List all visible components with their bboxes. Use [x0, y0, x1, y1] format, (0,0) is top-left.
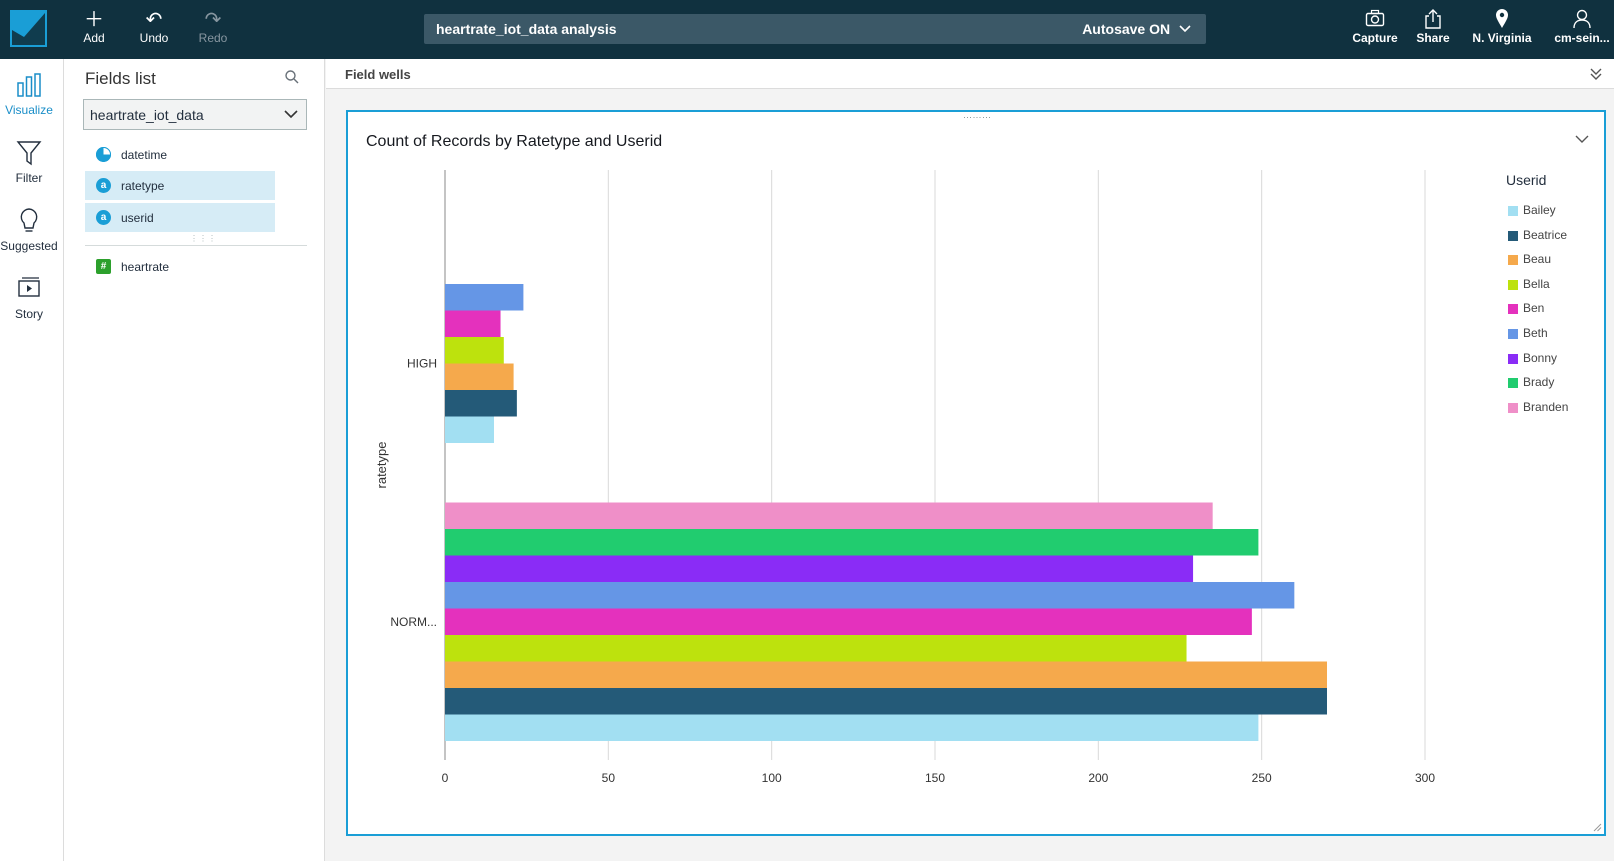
bar-ben-norm	[445, 608, 1252, 635]
bar-branden-norm	[445, 502, 1213, 529]
share-button[interactable]: Share	[1410, 9, 1456, 45]
legend-label: Bella	[1523, 276, 1550, 291]
legend-title: Userid	[1506, 172, 1547, 188]
fields-panel: Fields list heartrate_iot_data datetime …	[64, 59, 325, 861]
story-icon	[0, 275, 58, 307]
legend-swatch	[1508, 255, 1518, 266]
bar-beth-norm	[445, 582, 1295, 609]
dataset-select[interactable]: heartrate_iot_data	[83, 99, 307, 130]
undo-button[interactable]: ↶ Undo	[128, 9, 180, 45]
field-datetime[interactable]: datetime	[85, 140, 275, 169]
bar-chart-icon	[0, 71, 58, 103]
legend-label: Brady	[1523, 375, 1555, 390]
legend-label: Beau	[1523, 252, 1552, 267]
field-wells-bar[interactable]: Field wells	[326, 59, 1614, 89]
visual-card[interactable]: ⋯⋯⋯ Count of Records by Ratetype and Use…	[346, 110, 1606, 836]
legend-swatch	[1508, 353, 1518, 364]
resize-handle-icon[interactable]	[1592, 822, 1602, 832]
legend-label: Ben	[1523, 301, 1545, 316]
region-selector[interactable]: N. Virginia	[1472, 9, 1532, 45]
left-rail: Visualize Filter Suggested Story	[0, 59, 64, 861]
bar-bella-norm	[445, 635, 1187, 662]
bar-ben-high	[445, 310, 501, 337]
analysis-title[interactable]: heartrate_iot_data analysis	[436, 21, 617, 37]
legend-label: Bailey	[1523, 203, 1556, 217]
number-type-icon: #	[96, 259, 111, 274]
string-type-icon: a	[96, 178, 111, 193]
fields-list-title: Fields list	[85, 69, 156, 88]
bar-brady-norm	[445, 529, 1259, 556]
field-heartrate[interactable]: # heartrate	[85, 252, 275, 281]
bar-bailey-norm	[445, 714, 1259, 741]
legend-swatch	[1508, 206, 1518, 216]
drag-handle-icon[interactable]: ⋮⋮⋮	[190, 234, 217, 243]
x-tick-label: 250	[1252, 771, 1272, 785]
quicksight-logo[interactable]	[10, 10, 47, 47]
field-wells-label: Field wells	[345, 67, 411, 82]
lightbulb-icon	[0, 207, 58, 239]
x-tick-label: 0	[442, 771, 449, 785]
string-type-icon: a	[96, 210, 111, 225]
add-button[interactable]: ＋ Add	[68, 9, 120, 45]
legend-swatch	[1508, 378, 1518, 389]
visual-title: Count of Records by Ratetype and Userid	[366, 133, 663, 150]
legend-label: Bonny	[1523, 350, 1558, 365]
autosave-toggle[interactable]: Autosave ON	[1082, 21, 1192, 37]
x-tick-label: 50	[602, 771, 616, 785]
y-axis-label: ratetype	[374, 442, 389, 489]
user-menu[interactable]: cm-sein...	[1552, 9, 1612, 45]
redo-icon: ↷	[204, 9, 222, 31]
legend-swatch	[1508, 304, 1518, 315]
bar-bella-high	[445, 337, 504, 364]
bar-bailey-high	[445, 416, 494, 443]
clock-icon	[96, 147, 111, 162]
legend-label: Branden	[1523, 399, 1569, 414]
rail-item-filter[interactable]: Filter	[0, 139, 58, 185]
double-chevron-down-icon[interactable]	[1588, 66, 1604, 82]
dimension-measure-divider	[85, 245, 307, 246]
bar-chart: 0 50 100 150 200 250 300 ratetype HIGH NORM...	[374, 170, 1435, 785]
plus-icon: ＋	[84, 9, 104, 31]
x-tick-label: 100	[762, 771, 782, 785]
drag-handle-icon[interactable]: ⋯⋯⋯	[963, 112, 992, 122]
share-icon	[1410, 9, 1456, 31]
filter-icon	[0, 139, 58, 171]
rail-item-story[interactable]: Story	[0, 275, 58, 321]
y-tick-label: HIGH	[407, 357, 437, 371]
legend-label: Beatrice	[1523, 227, 1568, 242]
field-userid[interactable]: a userid	[85, 203, 275, 232]
rail-item-suggested[interactable]: Suggested	[0, 207, 58, 253]
legend-swatch	[1508, 402, 1518, 413]
bar-bonny-norm	[445, 555, 1194, 582]
x-tick-label: 150	[925, 771, 945, 785]
redo-button[interactable]: ↷ Redo	[187, 9, 239, 45]
analysis-title-bar[interactable]: heartrate_iot_data analysis Autosave ON	[424, 14, 1206, 44]
bar-beatrice-norm	[445, 688, 1327, 715]
chevron-down-icon	[1179, 25, 1191, 33]
legend-label: Beth	[1523, 326, 1548, 340]
chevron-down-icon	[284, 110, 298, 119]
legend-swatch	[1508, 279, 1518, 290]
location-pin-icon	[1472, 9, 1532, 31]
rail-item-visualize[interactable]: Visualize	[0, 71, 58, 117]
x-tick-label: 200	[1088, 771, 1108, 785]
bar-beatrice-high	[445, 390, 517, 417]
bar-beau-norm	[445, 661, 1327, 688]
chevron-down-icon[interactable]	[1574, 132, 1590, 146]
bar-beau-high	[445, 363, 514, 390]
field-ratetype[interactable]: a ratetype	[85, 171, 275, 200]
legend-swatch	[1508, 329, 1518, 339]
undo-icon: ↶	[145, 9, 163, 31]
x-tick-label: 300	[1415, 771, 1435, 785]
top-toolbar: ＋ Add ↶ Undo ↷ Redo heartrate_iot_data a…	[0, 0, 1614, 59]
user-icon	[1552, 9, 1612, 31]
camera-icon	[1350, 9, 1400, 31]
capture-button[interactable]: Capture	[1350, 9, 1400, 45]
bar-beth-high	[445, 284, 524, 311]
legend-swatch	[1508, 230, 1518, 241]
y-tick-label: NORM...	[390, 615, 437, 629]
search-icon[interactable]	[284, 69, 304, 89]
